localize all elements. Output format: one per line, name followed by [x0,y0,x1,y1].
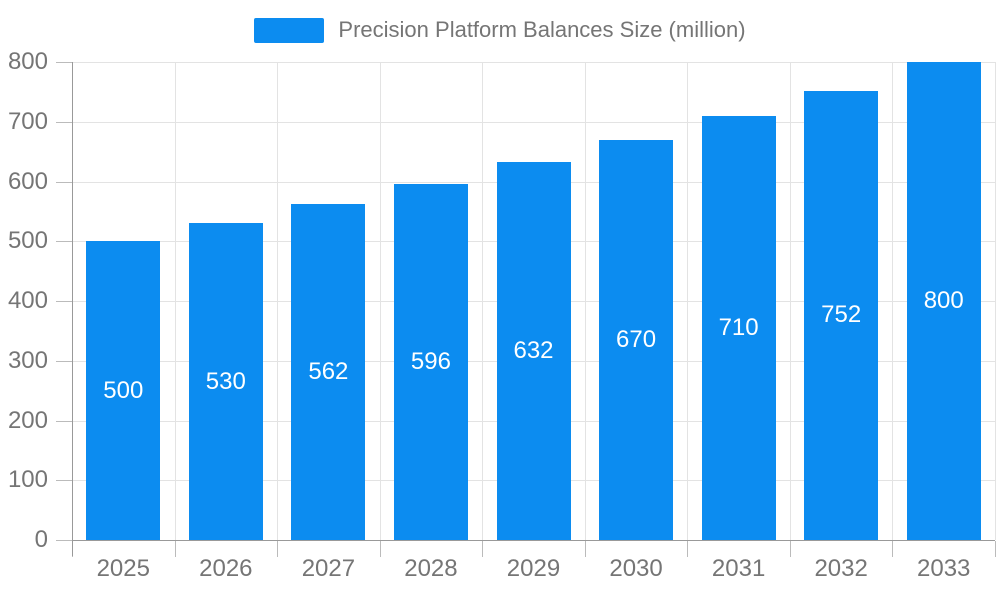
gridline-vertical [175,62,176,540]
bar-2025[interactable]: 500 [86,241,161,540]
y-axis-line [72,62,73,556]
x-axis-label: 2031 [711,555,766,582]
bar-value-label: 800 [923,287,964,314]
bar-2028[interactable]: 596 [393,183,468,540]
gridline-vertical [687,62,688,540]
x-axis-label: 2028 [404,555,458,582]
gridline-vertical [790,62,791,540]
gridline-vertical [380,62,381,540]
x-axis-tick [482,541,483,557]
x-axis-tick [380,541,381,557]
x-axis-tick [585,541,586,557]
bar-value-label: 530 [205,367,246,395]
bar-2031[interactable]: 710 [701,115,776,540]
x-axis-label: 2025 [96,555,150,582]
x-axis-tick [892,541,893,557]
y-axis-label: 100 [7,466,48,494]
bar-2030[interactable]: 670 [599,139,674,540]
x-axis-label: 2029 [506,555,561,582]
bar-value-label: 710 [718,313,759,341]
y-axis-tick [56,420,72,422]
y-axis-label: 800 [7,48,48,75]
x-axis-tick [995,541,996,557]
bar-value-label: 500 [103,376,144,404]
y-axis-tick [56,181,72,183]
gridline-horizontal [72,121,995,123]
gridline-vertical [482,62,483,540]
gridline-vertical [892,62,893,540]
bar-2026[interactable]: 530 [188,223,263,540]
plot-area: 0 100 200 300 400 500 600 700 800 500 2025 530 2026 5… [8,50,996,582]
y-axis-label: 600 [7,167,48,195]
y-axis-tick [56,301,72,302]
x-axis-label: 2032 [814,555,868,582]
y-axis-label: 300 [7,346,48,374]
gridline-vertical [995,62,996,540]
y-axis-label: 200 [7,406,48,434]
x-axis-label: 2030 [609,555,663,582]
bar-value-label: 596 [410,347,451,375]
y-axis-tick [56,540,72,541]
y-axis-label: 500 [7,227,48,255]
y-axis-tick [56,121,72,123]
bar-2027[interactable]: 562 [291,204,366,540]
x-axis-tick [790,541,791,557]
gridline-horizontal [72,62,995,63]
bar-value-label: 562 [308,358,349,386]
x-axis-label: 2033 [917,555,971,582]
bar-value-label: 752 [821,301,862,329]
y-axis-label: 700 [7,107,48,135]
legend-label: Precision Platform Balances Size (millio… [338,17,746,42]
x-axis-tick [687,541,688,557]
y-axis-tick [56,480,72,482]
bar-value-label: 632 [513,337,554,365]
chart-legend[interactable]: Precision Platform Balances Size (millio… [0,17,1000,43]
x-axis-tick [277,541,278,557]
x-axis-line [72,540,995,541]
x-axis-tick [175,541,176,557]
bar-2033[interactable]: 800 [906,62,981,540]
y-axis-tick [56,360,72,362]
gridline-vertical [277,62,278,540]
x-axis-label: 2027 [301,555,356,582]
y-axis-tick [56,62,72,63]
y-axis-tick [56,241,72,243]
bar-2032[interactable]: 752 [804,90,879,540]
y-axis-label: 400 [7,287,48,314]
bar-2029[interactable]: 632 [496,162,571,540]
legend-swatch [254,17,325,43]
y-axis-label: 0 [34,526,48,553]
bar-value-label: 670 [616,325,657,353]
x-axis-label: 2026 [199,555,253,582]
gridline-vertical [585,62,586,540]
